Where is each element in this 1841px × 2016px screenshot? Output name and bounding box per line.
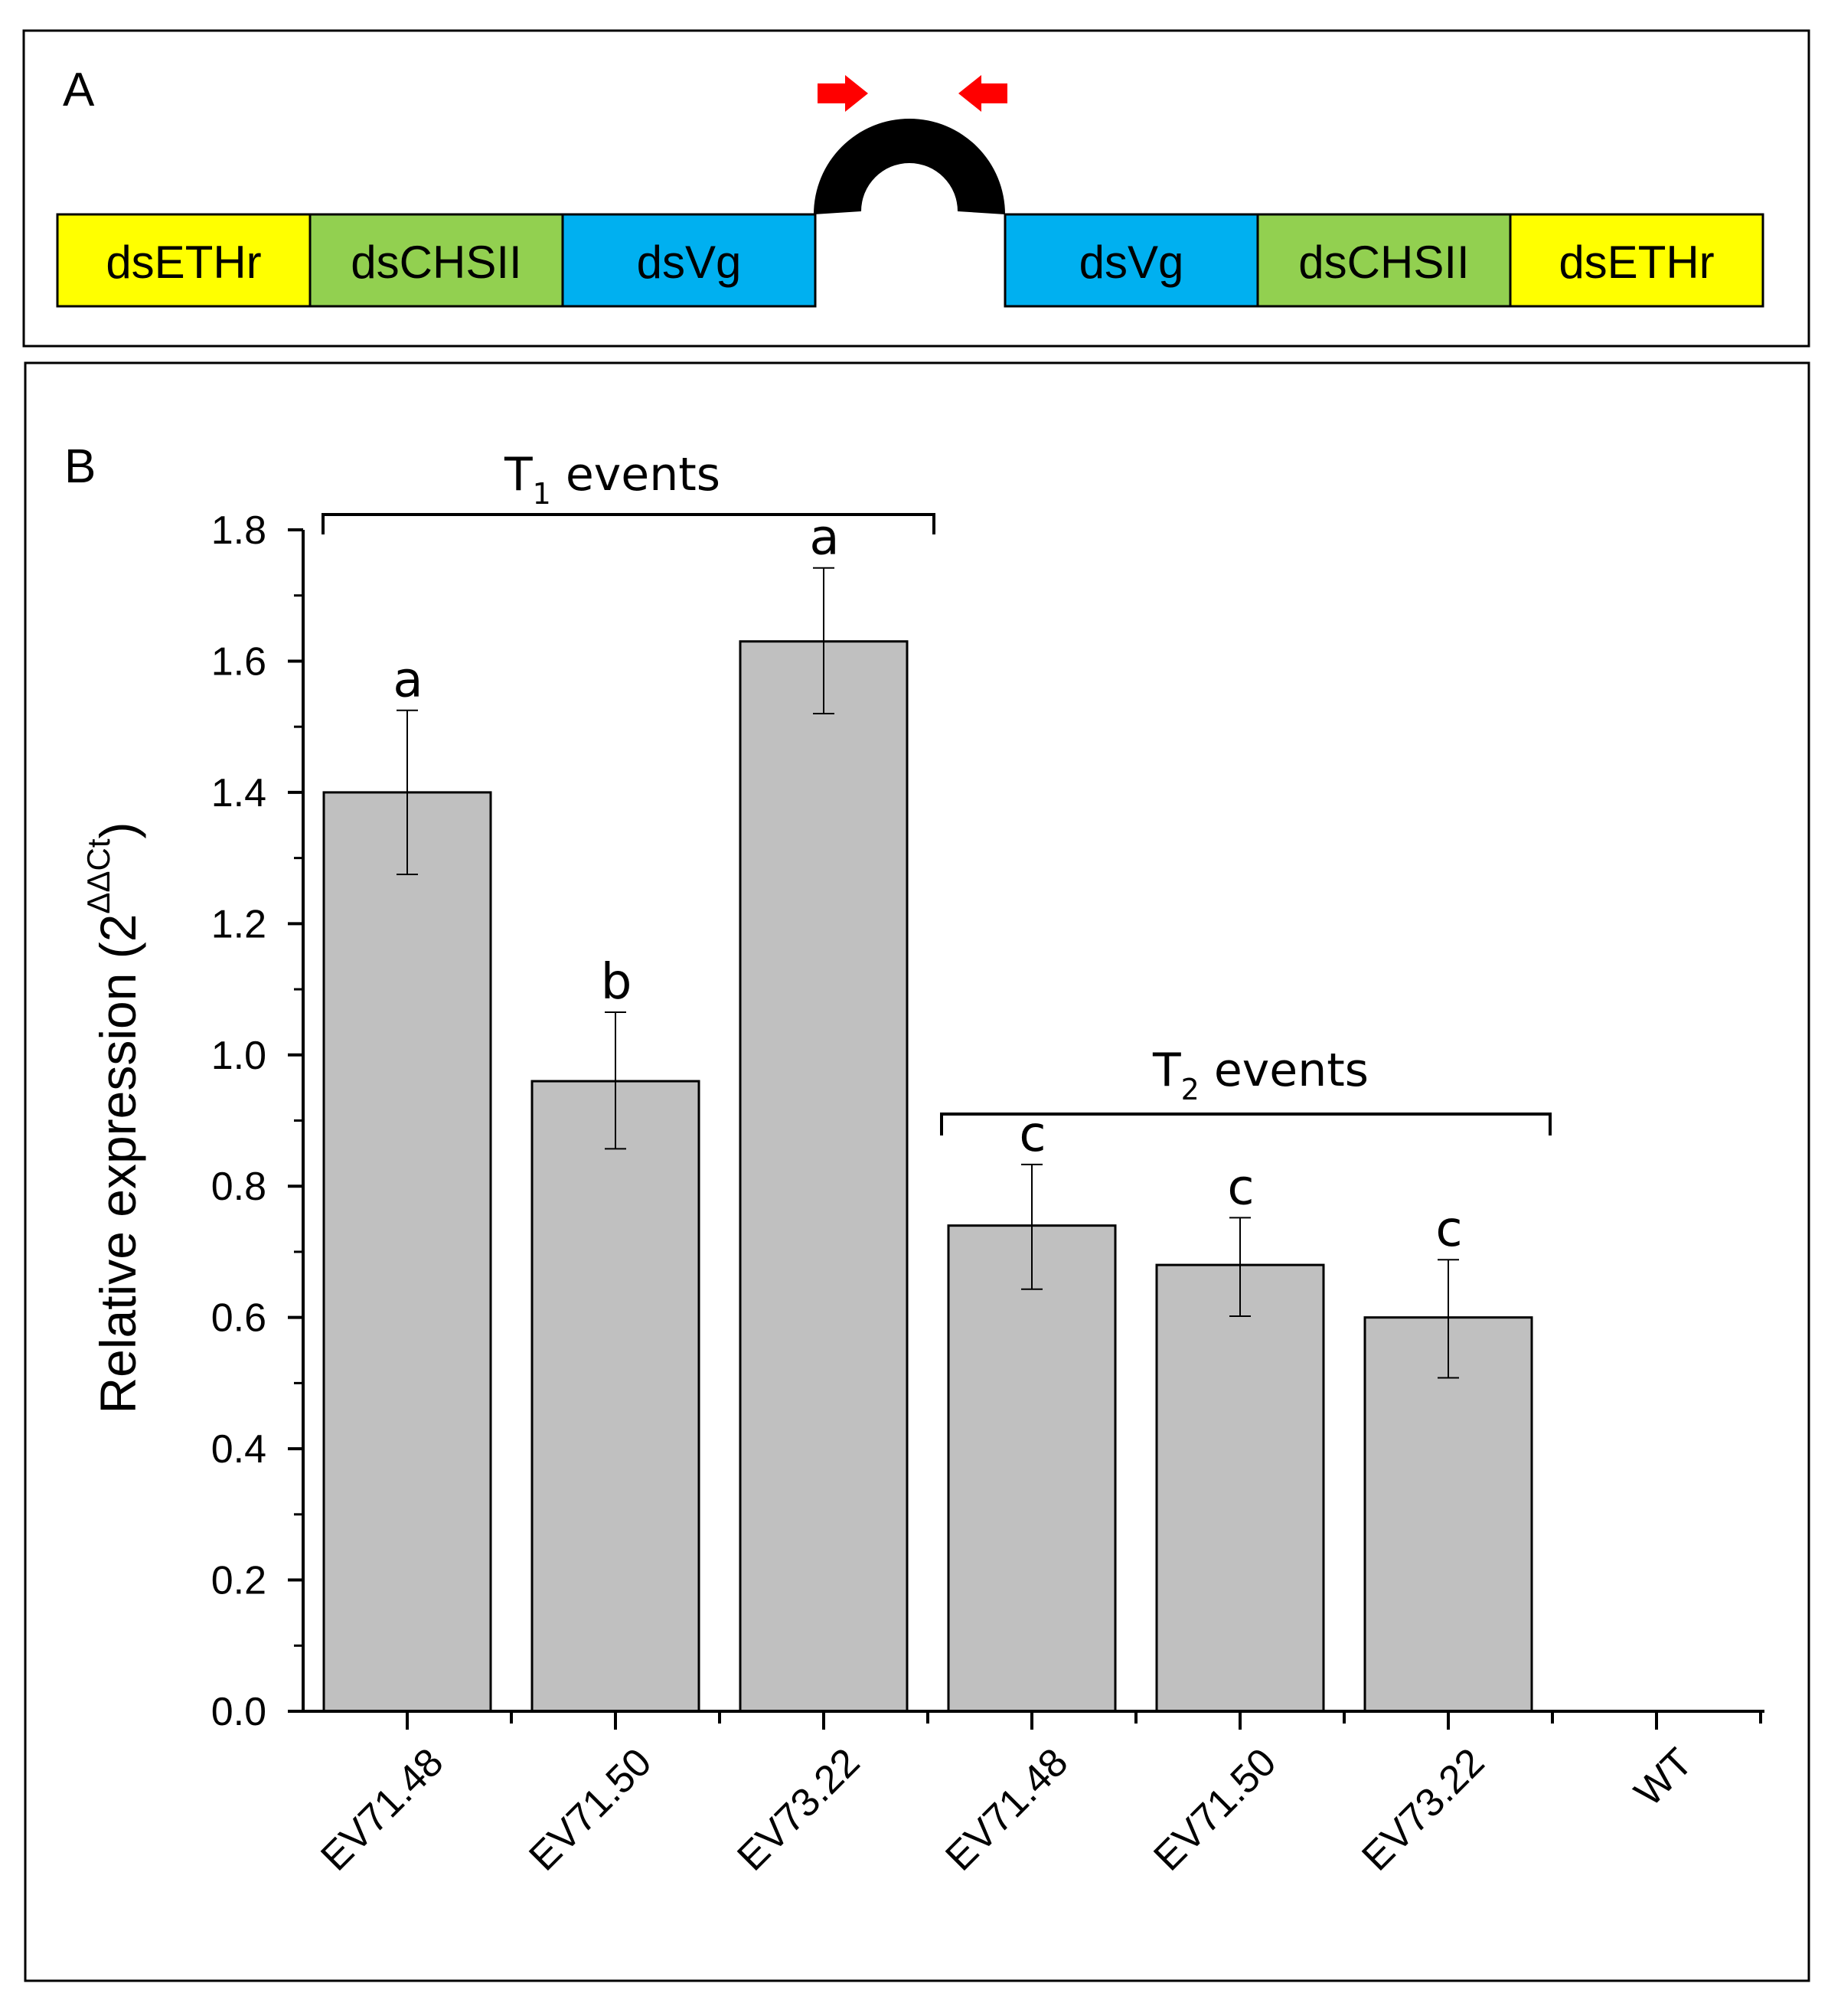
group-t1-bracket: T1 events bbox=[322, 448, 935, 534]
y-tick-label: 1.8 bbox=[211, 508, 266, 553]
significance-letter: a bbox=[809, 510, 839, 567]
y-axis-label-main: Relative expression (2 bbox=[90, 914, 146, 1414]
bar bbox=[1363, 1316, 1533, 1713]
construct-left-arm: dsETHr dsCHSII dsVg bbox=[56, 213, 817, 308]
y-tick-label: 1.4 bbox=[211, 771, 266, 815]
segment-left-0-label: dsETHr bbox=[106, 237, 261, 288]
bar bbox=[947, 1224, 1117, 1713]
panel-a-letter: A bbox=[63, 64, 95, 116]
bar bbox=[530, 1080, 700, 1713]
significance-letter: c bbox=[1227, 1159, 1254, 1216]
segment-right-2-label: dsETHr bbox=[1559, 237, 1714, 288]
y-axis-label: Relative expression (2ΔΔCt) bbox=[80, 822, 146, 1413]
y-axis-ticks: 0.0 0.2 0.4 0.6 0.8 1.0 1.2 1.4 1.6 1.8 bbox=[211, 508, 303, 1734]
hairpin-loop bbox=[814, 119, 1005, 214]
significance-letter: c bbox=[1435, 1201, 1462, 1258]
bar bbox=[739, 640, 909, 1713]
y-tick-label: 1.6 bbox=[211, 639, 266, 684]
y-tick-label: 0.0 bbox=[211, 1690, 266, 1734]
error-bars bbox=[397, 567, 1459, 1379]
y-tick-label: 0.4 bbox=[211, 1427, 266, 1472]
primer-reverse-arrow-icon bbox=[958, 75, 1007, 112]
group-t2-bracket: T2 events bbox=[940, 1044, 1552, 1135]
segment-left-1 bbox=[308, 213, 564, 308]
segment-left-0 bbox=[56, 213, 312, 308]
bars bbox=[322, 640, 1533, 1713]
group-t1-label: T1 events bbox=[504, 448, 720, 511]
segment-right-0 bbox=[1004, 213, 1259, 308]
segment-right-1 bbox=[1256, 213, 1512, 308]
y-tick-label: 1.0 bbox=[211, 1034, 266, 1078]
y-tick-label: 1.2 bbox=[211, 902, 266, 946]
segment-right-0-label: dsVg bbox=[1079, 237, 1184, 288]
segment-left-2-label: dsVg bbox=[637, 237, 742, 288]
panel-b-frame bbox=[24, 361, 1810, 1982]
y-axis-label-exponent: ΔΔCt bbox=[80, 838, 116, 913]
segment-left-1-label: dsCHSII bbox=[351, 237, 521, 288]
y-tick-label: 0.8 bbox=[211, 1165, 266, 1209]
significance-letter: c bbox=[1019, 1106, 1046, 1163]
group-t2-label: T2 events bbox=[1152, 1044, 1369, 1106]
y-tick-label: 0.6 bbox=[211, 1296, 266, 1341]
panel-b-letter: B bbox=[64, 440, 96, 493]
segment-left-2 bbox=[561, 213, 817, 308]
significance-letter: a bbox=[393, 652, 423, 709]
primer-forward-arrow-icon bbox=[818, 75, 868, 112]
construct-right-arm: dsVg dsCHSII dsETHr bbox=[1004, 213, 1764, 308]
bar bbox=[322, 791, 492, 1713]
panel-a: A dsETHr dsCHSII dsVg dsVg dsCHSII dsETHr bbox=[22, 29, 1810, 348]
group-t2-bracket-line bbox=[940, 1113, 1552, 1135]
significance-letter: b bbox=[601, 954, 632, 1011]
y-tick-label: 0.2 bbox=[211, 1559, 266, 1603]
segment-right-1-label: dsCHSII bbox=[1298, 237, 1469, 288]
bar bbox=[1155, 1263, 1325, 1713]
segment-right-2 bbox=[1509, 213, 1764, 308]
group-t1-bracket-line bbox=[322, 513, 935, 534]
y-axis-label-close: ) bbox=[90, 822, 146, 838]
significance-letters: a b a c c c bbox=[393, 510, 1462, 1259]
